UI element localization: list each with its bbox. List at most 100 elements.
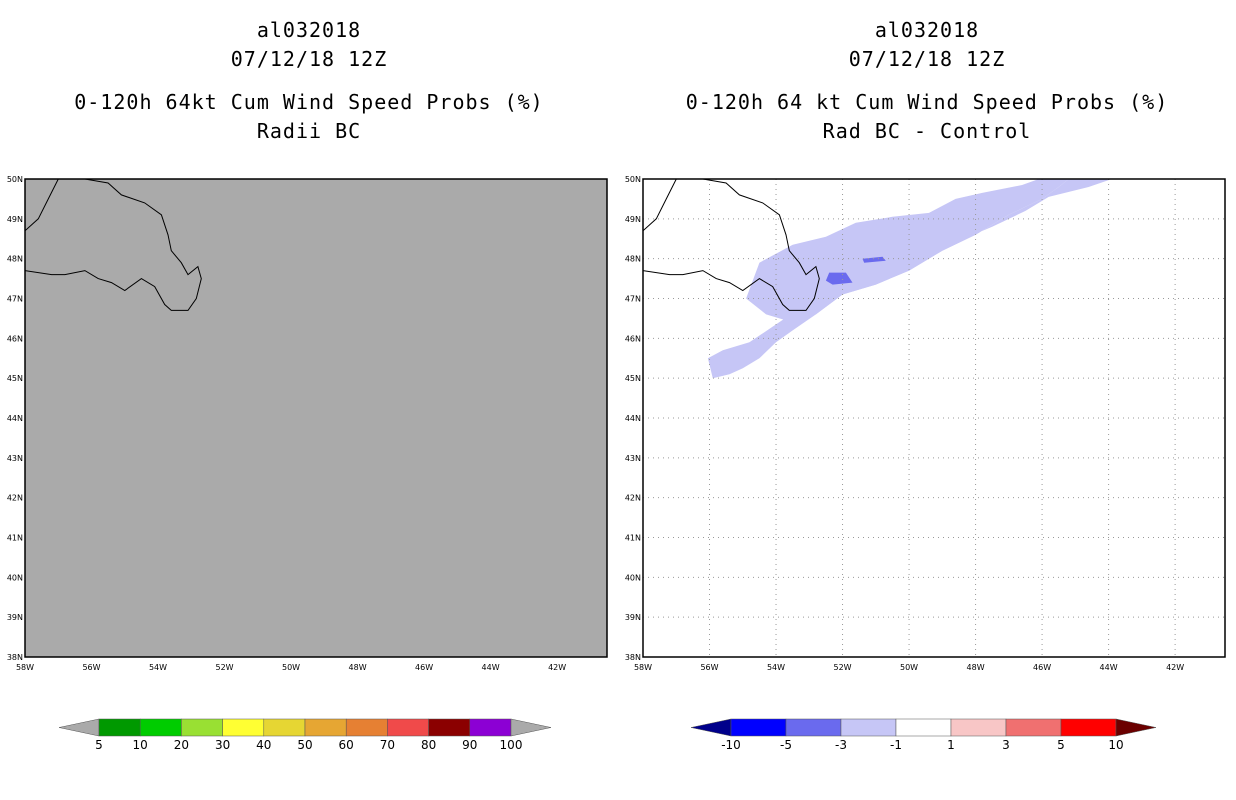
- right-lat-label-0: 50N: [625, 175, 641, 184]
- left-lon-label-5: 48W: [349, 663, 367, 672]
- right-map-layers: [643, 179, 1225, 657]
- right-lon-label-8: 42W: [1166, 663, 1184, 672]
- left-lon-label-1: 56W: [82, 663, 100, 672]
- right-colorbar-label-5: 3: [1002, 738, 1010, 752]
- left-lat-label-7: 43N: [7, 454, 23, 463]
- left-colorbar-cell-2: [181, 718, 223, 737]
- left-lat-label-1: 49N: [7, 215, 23, 224]
- left-colorbar-end-low: [58, 718, 100, 737]
- left-lat-label-2: 48N: [7, 255, 23, 264]
- right-lon-label-7: 44W: [1100, 663, 1118, 672]
- right-lat-label-3: 47N: [625, 295, 641, 304]
- right-lat-label-1: 49N: [625, 215, 641, 224]
- left-colorbar-label-6: 60: [339, 738, 354, 752]
- right-lon-label-1: 56W: [700, 663, 718, 672]
- right-colorbar-label-6: 5: [1057, 738, 1065, 752]
- left-lon-label-3: 52W: [215, 663, 233, 672]
- right-lat-label-7: 43N: [625, 454, 641, 463]
- right-coastline: [643, 179, 820, 311]
- left-storm-id: al032018: [256, 18, 362, 42]
- right-colorbar-label-3: -1: [890, 738, 902, 752]
- right-colorbar-cell-5: [1005, 718, 1062, 737]
- left-colorbar-label-1: 10: [133, 738, 148, 752]
- right-colorbar-label-7: 10: [1108, 738, 1123, 752]
- right-lon-label-0: 58W: [634, 663, 652, 672]
- left-colorbar-cell-5: [304, 718, 347, 737]
- left-lat-label-10: 40N: [7, 573, 23, 582]
- right-panel-title: al032018 07/12/18 12Z 0-120h 64 kt Cum W…: [618, 16, 1236, 146]
- right-lon-label-4: 50W: [900, 663, 918, 672]
- left-lon-label-2: 54W: [149, 663, 167, 672]
- right-lat-label-6: 44N: [625, 414, 641, 423]
- left-colorbar-cell-0: [98, 718, 141, 737]
- left-lon-label-7: 44W: [482, 663, 500, 672]
- right-storm-id: al032018: [874, 18, 980, 42]
- left-lon-label-4: 50W: [282, 663, 300, 672]
- right-colorbar-label-0: -10: [721, 738, 741, 752]
- left-colorbar-cell-9: [469, 718, 512, 737]
- left-lat-label-9: 41N: [7, 534, 23, 543]
- left-coastline: [25, 179, 202, 311]
- right-lat-label-12: 38N: [625, 653, 641, 662]
- prob-diff-band-north: [746, 179, 1069, 323]
- right-coastline-labrador: [643, 179, 677, 232]
- right-colorbar-label-1: -5: [780, 738, 792, 752]
- left-panel-title: al032018 07/12/18 12Z 0-120h 64kt Cum Wi…: [0, 16, 618, 146]
- prob-diff-band: [707, 179, 1112, 379]
- right-colorbar-label-4: 1: [947, 738, 955, 752]
- right-lon-label-3: 52W: [833, 663, 851, 672]
- right-lat-label-9: 41N: [625, 534, 641, 543]
- left-map-layers: [25, 179, 202, 311]
- right-colorbar-cell-4: [950, 718, 1007, 737]
- prob-diff-patch-0: [825, 272, 853, 285]
- right-colorbar-cell-2: [840, 718, 897, 737]
- right-lat-label-11: 39N: [625, 613, 641, 622]
- right-product-title: 0-120h 64 kt Cum Wind Speed Probs (%): [685, 90, 1169, 114]
- left-lon-label-6: 46W: [415, 663, 433, 672]
- left-colorbar-cell-6: [345, 718, 388, 737]
- left-lat-label-3: 47N: [7, 295, 23, 304]
- right-lat-label-10: 40N: [625, 573, 641, 582]
- left-colorbar-label-4: 40: [256, 738, 271, 752]
- right-lat-label-5: 45N: [625, 374, 641, 383]
- left-colorbar-cell-1: [139, 718, 182, 737]
- left-lat-label-11: 39N: [7, 613, 23, 622]
- left-colorbar-label-3: 30: [215, 738, 230, 752]
- right-map-frame: [642, 178, 1226, 658]
- left-colorbar-label-0: 5: [95, 738, 103, 752]
- left-subtitle: Radii BC: [256, 119, 362, 143]
- left-product-title: 0-120h 64kt Cum Wind Speed Probs (%): [74, 90, 544, 114]
- left-map-frame: [24, 178, 608, 658]
- right-colorbar-label-2: -3: [835, 738, 847, 752]
- right-lon-label-6: 46W: [1033, 663, 1051, 672]
- left-map-background: [25, 179, 607, 657]
- right-subtitle: Rad BC - Control: [822, 119, 1032, 143]
- left-colorbar-cell-7: [387, 718, 429, 737]
- left-lat-label-5: 45N: [7, 374, 23, 383]
- right-colorbar-cell-6: [1060, 718, 1117, 737]
- left-coastline-labrador: [25, 179, 59, 232]
- right-colorbar-cell-0: [730, 718, 787, 737]
- right-colorbar-end-high: [1115, 718, 1157, 737]
- right-lat-label-8: 42N: [625, 494, 641, 503]
- left-lon-label-0: 58W: [16, 663, 34, 672]
- left-colorbar-label-2: 20: [174, 738, 189, 752]
- left-colorbar-cell-4: [263, 718, 306, 737]
- right-colorbar-end-low: [690, 718, 732, 737]
- right-lat-label-4: 46N: [625, 334, 641, 343]
- right-colorbar-cell-1: [785, 718, 842, 737]
- left-lon-label-8: 42W: [548, 663, 566, 672]
- right-lat-label-2: 48N: [625, 255, 641, 264]
- left-colorbar-label-5: 50: [297, 738, 312, 752]
- left-colorbar-label-9: 90: [462, 738, 477, 752]
- left-colorbar-cell-8: [428, 718, 471, 737]
- left-lat-label-6: 44N: [7, 414, 23, 423]
- left-lat-label-4: 46N: [7, 334, 23, 343]
- left-lat-label-12: 38N: [7, 653, 23, 662]
- left-colorbar-cell-3: [222, 718, 265, 737]
- left-colorbar-label-10: 100: [500, 738, 523, 752]
- left-lat-label-0: 50N: [7, 175, 23, 184]
- left-datetime: 07/12/18 12Z: [230, 47, 388, 71]
- right-datetime: 07/12/18 12Z: [848, 47, 1006, 71]
